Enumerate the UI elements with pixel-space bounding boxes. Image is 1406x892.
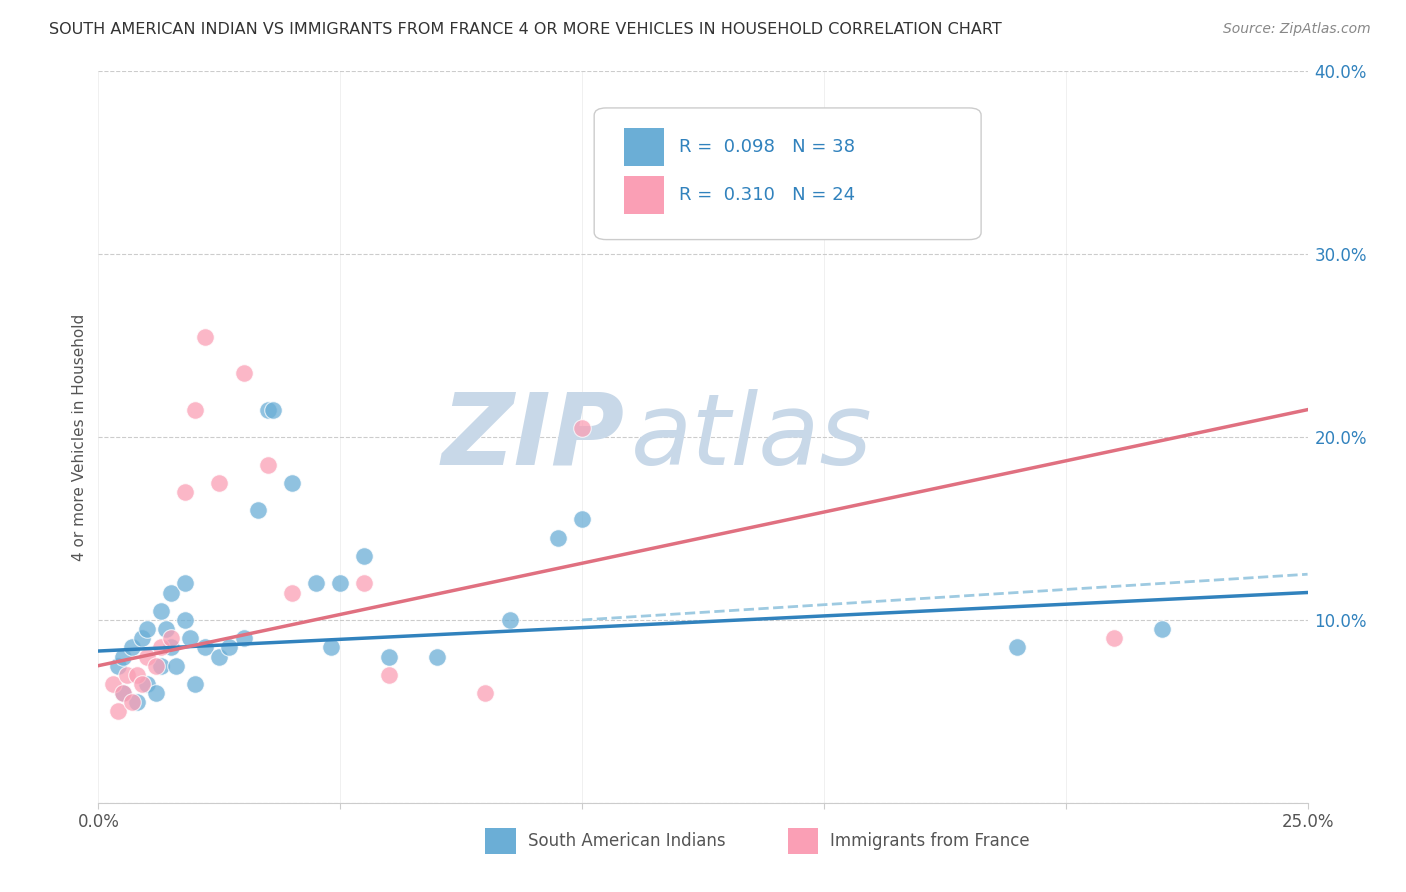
Point [174,485,197,500]
Point [160,632,183,646]
Point [353,549,375,563]
Point [474,686,496,700]
Point [426,649,449,664]
Point [1007,640,1029,655]
Point [150,640,173,655]
Point [281,585,304,599]
Point [121,640,143,655]
Text: ZIP: ZIP [441,389,624,485]
Text: R =  0.098   N = 38: R = 0.098 N = 38 [679,138,855,156]
Y-axis label: 4 or more Vehicles in Household: 4 or more Vehicles in Household [72,313,87,561]
Point [111,686,134,700]
Point [184,402,207,417]
Point [121,695,143,709]
Point [155,622,177,636]
Point [165,658,187,673]
Point [232,366,254,380]
Point [135,622,157,636]
Point [262,402,284,417]
Text: Immigrants from France: Immigrants from France [830,832,1029,850]
Point [1102,632,1125,646]
Bar [624,128,664,167]
Point [305,576,328,591]
Text: R =  0.310   N = 24: R = 0.310 N = 24 [679,186,855,204]
Point [571,512,593,526]
Point [353,576,375,591]
Point [145,658,167,673]
Point [319,640,342,655]
Point [547,531,569,545]
Point [107,658,129,673]
Point [174,576,197,591]
Text: Source: ZipAtlas.com: Source: ZipAtlas.com [1223,22,1371,37]
Point [135,649,157,664]
Point [150,658,173,673]
Point [101,677,124,691]
FancyBboxPatch shape [595,108,981,240]
Point [131,632,153,646]
Point [571,421,593,435]
Text: South American Indians: South American Indians [527,832,725,850]
Point [111,649,134,664]
Point [256,458,278,472]
Point [174,613,197,627]
Point [232,632,254,646]
Point [281,475,304,490]
Point [256,402,278,417]
Point [218,640,240,655]
Point [179,632,201,646]
Point [329,576,352,591]
Point [145,686,167,700]
Point [150,604,173,618]
Point [127,695,149,709]
Bar [624,176,664,214]
Point [498,613,520,627]
Text: SOUTH AMERICAN INDIAN VS IMMIGRANTS FROM FRANCE 4 OR MORE VEHICLES IN HOUSEHOLD : SOUTH AMERICAN INDIAN VS IMMIGRANTS FROM… [49,22,1002,37]
Point [131,677,153,691]
Point [184,677,207,691]
Point [107,705,129,719]
Point [377,649,399,664]
Point [194,329,217,343]
Point [135,677,157,691]
Text: atlas: atlas [630,389,872,485]
Point [1152,622,1174,636]
Point [247,503,270,517]
Point [127,667,149,681]
Point [208,475,231,490]
Point [117,667,139,681]
Point [377,667,399,681]
Bar [787,829,818,854]
Point [160,640,183,655]
Point [160,585,183,599]
Point [208,649,231,664]
Bar [485,829,516,854]
Point [194,640,217,655]
Point [716,137,738,152]
Point [111,686,134,700]
